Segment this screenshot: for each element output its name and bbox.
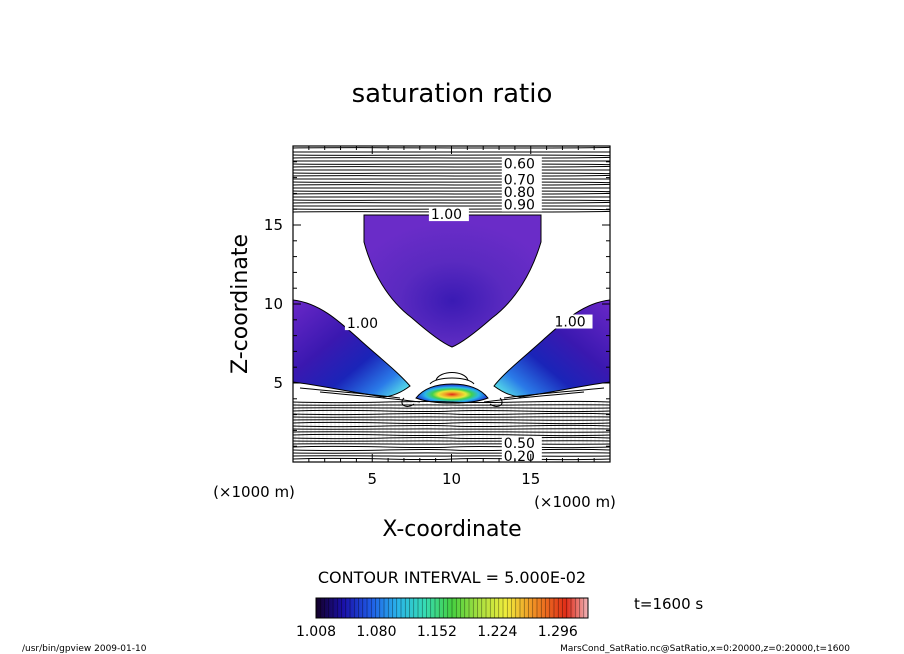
y-tick-label: 5 (273, 374, 283, 392)
contour-line (293, 190, 610, 193)
contour-labels: 0.600.700.800.90 1.00 1.00 1.00 0.500.20 (344, 156, 593, 465)
contour-line (299, 387, 401, 399)
x-tick-label: 5 (367, 470, 377, 488)
contour-line (293, 183, 610, 186)
contour-label-bg (501, 448, 542, 462)
small-contour-loops (401, 372, 503, 407)
contour-label-bg (501, 436, 542, 451)
tick-labels: 5 10 15 5 10 15 (264, 216, 540, 488)
colorbar-tick-label: 1.080 (356, 624, 396, 640)
y-unit-label: (×1000 m) (213, 483, 295, 501)
contour-line (293, 165, 610, 168)
axis-ticks (293, 146, 610, 462)
contour-line (293, 172, 610, 175)
contour-label: 1.00 (431, 207, 462, 223)
contour-label: 0.50 (504, 436, 535, 452)
x-tick-label: 10 (442, 470, 461, 488)
contour-line (293, 154, 610, 157)
contour-line (293, 448, 610, 452)
colorbar-tick-label: 1.152 (417, 624, 457, 640)
colorbar-tick-labels: 1.008 1.080 1.152 1.224 1.296 (296, 624, 578, 640)
x-axis-title: X-coordinate (382, 517, 521, 542)
filled-region-upper (363, 214, 542, 348)
hatching-lower (293, 402, 610, 444)
contour-line (293, 192, 610, 195)
contour-line (293, 201, 610, 204)
footer-left: /usr/bin/gpview 2009-01-10 (22, 644, 147, 654)
colorbar-tick-label: 1.224 (477, 624, 517, 640)
chart-title: saturation ratio (352, 79, 553, 109)
y-tick-label: 10 (264, 295, 283, 313)
y-tick-label: 15 (264, 216, 283, 234)
contour-label: 1.00 (555, 315, 586, 331)
contour-line (293, 163, 610, 166)
contour-interval-text: CONTOUR INTERVAL = 5.000E-02 (318, 568, 586, 587)
contour-line (293, 445, 610, 449)
contour-line (293, 181, 610, 184)
filled-region-core (415, 383, 489, 404)
colorbar-divisions (319, 598, 585, 618)
contour-label-bg (344, 316, 385, 331)
filled-region-left-wedge (293, 299, 411, 398)
contour-label: 1.00 (347, 316, 378, 332)
contour-line (293, 174, 610, 177)
contour-label-bg (501, 184, 542, 199)
contour-label-bg (552, 314, 593, 329)
colorbar: 1.008 1.080 1.152 1.224 1.296 (296, 597, 589, 640)
plot-area: 0.600.700.800.90 1.00 1.00 1.00 0.500.20 (293, 146, 610, 465)
contour-line (293, 199, 610, 202)
time-label: t=1600 s (634, 595, 703, 613)
contour-line (319, 391, 421, 403)
contour-line (483, 391, 585, 403)
x-unit-label: (×1000 m) (534, 493, 616, 511)
contour-label-bg (501, 156, 542, 171)
contour-label-bg (428, 207, 469, 222)
contour-label-bg (501, 172, 542, 187)
filled-region-right-wedge (493, 299, 610, 398)
colorbar-tick-label: 1.008 (296, 624, 336, 640)
footer-right: MarsCond_SatRatio.nc@SatRatio,x=0:20000,… (560, 644, 850, 654)
contour-line (503, 387, 605, 399)
contour-label: 0.90 (504, 198, 535, 214)
contour-label: 0.80 (504, 185, 535, 201)
contour-label-bg (501, 197, 542, 212)
contour-label: 0.20 (504, 449, 535, 465)
contour-label: 0.60 (504, 157, 535, 173)
contour-line (293, 156, 610, 159)
contour-label: 0.70 (504, 172, 535, 188)
filled-regions (293, 214, 610, 404)
y-axis-title: Z-coordinate (228, 234, 253, 374)
colorbar-tick-label: 1.296 (538, 624, 578, 640)
x-tick-label: 15 (521, 470, 540, 488)
contour-line (293, 146, 610, 149)
